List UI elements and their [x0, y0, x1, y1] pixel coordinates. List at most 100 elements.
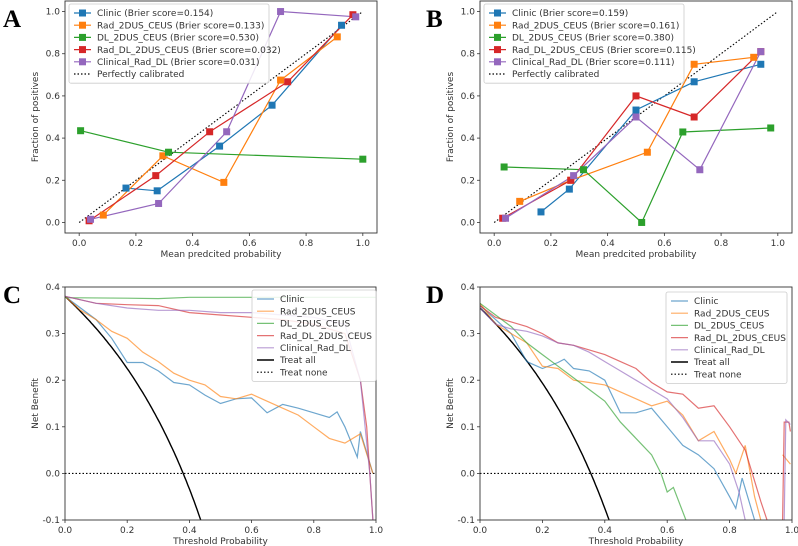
data-point-clinic — [122, 184, 130, 192]
data-point-rad-2dus-ceus — [750, 53, 758, 61]
legend-box — [483, 3, 685, 84]
data-point-dl-2dus-ceus — [679, 128, 687, 136]
legend-item: Treat none — [671, 370, 742, 380]
legend-label: Treat all — [279, 356, 316, 366]
axes-frame — [479, 0, 793, 234]
y-tick-label: 0.4 — [461, 283, 476, 293]
data-point-rad-dl-2dus-ceus — [206, 128, 214, 136]
data-point-clinical-rad-dl — [632, 113, 640, 121]
data-point-clinic — [268, 101, 276, 109]
legend-item: Rad_DL_2DUS_CEUS — [257, 332, 372, 342]
legend-marker — [79, 33, 86, 41]
x-tick-label: 0.0 — [487, 239, 502, 249]
data-point-clinical-rad-dl — [570, 172, 578, 180]
legend-box — [68, 3, 270, 84]
legend-label: Clinic (Brier score=0.159) — [512, 9, 628, 19]
y-axis-label: Fraction of positives — [446, 72, 456, 163]
treat-all-line — [65, 295, 202, 520]
legend-label: Clinical_Rad_DL (Brier score=0.031) — [97, 58, 260, 68]
x-tick-label: 1.0 — [785, 526, 798, 536]
legend: Clinic Rad_2DUS_CEUS DL_2DUS_CEUS Rad_DL_2D… — [665, 291, 788, 384]
data-point-clinic — [757, 60, 765, 68]
data-point-dl-2dus-ceus — [165, 148, 173, 156]
y-tick-label: 0.1 — [46, 423, 60, 433]
y-tick-label: 0.2 — [46, 376, 60, 386]
y-tick-label: 1.0 — [461, 8, 476, 18]
legend: Clinic Rad_2DUS_CEUS DL_2DUS_CEUS Rad_DL_2D… — [251, 289, 377, 382]
legend-item: DL_2DUS_CEUS (Brier score=0.530) — [74, 34, 259, 44]
data-point-rad-dl-2dus-ceus — [152, 172, 160, 180]
legend-item: Clinic — [671, 297, 718, 307]
x-axis-label: Mean predcited probability — [576, 250, 698, 260]
x-tick-label: 0.8 — [714, 239, 729, 249]
y-tick-label: 0.2 — [46, 176, 60, 186]
legend-item: Clinical_Rad_DL — [257, 344, 351, 354]
x-tick-label: 0.0 — [58, 526, 73, 536]
data-point-clinic — [216, 142, 224, 150]
legend-item: Rad_DL_2DUS_CEUS — [671, 334, 786, 344]
axes-frame — [64, 0, 378, 234]
x-tick-label: 1.0 — [356, 239, 371, 249]
legend-label: Rad_DL_2DUS_CEUS — [280, 332, 372, 342]
data-point-rad-2dus-ceus — [277, 76, 285, 84]
y-axis-label: Net Benefit — [446, 378, 456, 429]
x-tick-label: 0.0 — [473, 526, 488, 536]
legend-item: DL_2DUS_CEUS — [671, 322, 764, 332]
panel-letter: B — [426, 6, 443, 33]
legend-label: Rad_2DUS_CEUS (Brier score=0.161) — [512, 21, 679, 31]
legend-item: Clinical_Rad_DL (Brier score=0.031) — [74, 58, 260, 68]
y-tick-label: 0.4 — [46, 134, 61, 144]
panel-letter: C — [3, 282, 21, 309]
panel-c: C0.0 0.2 0.4 0.6 0.8 1.0-0.10.00.10.20.30.4Th… — [3, 282, 383, 546]
x-axis-label: Mean predcited probability — [161, 250, 283, 260]
x-tick-label: 0.4 — [600, 239, 615, 249]
data-point-rad-2dus-ceus — [99, 211, 107, 219]
legend-label: Rad_DL_2DUS_CEUS (Brier score=0.032) — [97, 46, 281, 56]
legend-label: Treat none — [693, 370, 742, 380]
panel-d: D0.0 0.2 0.4 0.6 0.8 1.0-0.10.00.10.20.30.4Th… — [426, 282, 798, 546]
data-point-clinic — [338, 21, 346, 29]
panel-a: A 0.0 0.2 0.4 0.6 0.8 1.0 0.0 0.2 0.4 0.6 0.8 1.0 Mea… — [3, 0, 378, 260]
legend: Clinic (Brier score=0.154) Rad_2DUS_CEUS … — [68, 3, 281, 84]
legend-item: Rad_2DUS_CEUS — [671, 309, 770, 319]
data-point-rad-dl-2dus-ceus — [690, 113, 698, 121]
y-tick-label: 0.6 — [46, 92, 61, 102]
y-tick-label: 0.0 — [46, 469, 61, 479]
y-tick-label: 0.1 — [461, 423, 475, 433]
data-point-clinic — [537, 208, 545, 216]
data-point-clinic — [690, 78, 698, 86]
x-axis-label: Threshold Probability — [172, 537, 268, 546]
legend-label: Treat none — [279, 368, 328, 378]
legend-item: Treat all — [671, 358, 730, 368]
data-point-rad-2dus-ceus — [690, 60, 698, 68]
data-point-dl-2dus-ceus — [767, 124, 775, 132]
y-axis-label: Net Benefit — [31, 378, 41, 429]
x-tick-label: 0.6 — [242, 239, 257, 249]
legend-box — [251, 289, 377, 382]
legend-label: Clinical_Rad_DL — [280, 344, 351, 354]
legend: Clinic (Brier score=0.159) Rad_2DUS_CEUS … — [483, 3, 696, 84]
x-tick-label: 0.8 — [307, 526, 322, 536]
y-tick-label: -0.1 — [457, 516, 475, 526]
legend-label: Treat all — [693, 358, 730, 368]
legend-marker — [79, 46, 86, 54]
y-tick-label: 0.2 — [461, 376, 475, 386]
data-point-rad-2dus-ceus — [159, 152, 167, 160]
legend-item: Clinical_Rad_DL — [671, 346, 765, 356]
x-tick-label: 0.2 — [535, 526, 549, 536]
x-axis-label: Threshold Probability — [588, 537, 684, 546]
legend-item: Rad_2DUS_CEUS — [257, 307, 356, 317]
data-point-clinical-rad-dl — [87, 215, 95, 223]
legend-item: Rad_2DUS_CEUS (Brier score=0.133) — [74, 21, 264, 31]
y-tick-label: 0.4 — [46, 283, 61, 293]
perfectly-calibrated-line — [78, 11, 364, 223]
x-tick-label: 0.6 — [657, 239, 672, 249]
data-point-rad-dl-2dus-ceus — [632, 92, 640, 100]
legend-label: Clinic (Brier score=0.154) — [97, 9, 213, 19]
x-tick-label: 0.2 — [120, 526, 134, 536]
data-point-clinical-rad-dl — [696, 166, 704, 174]
legend-marker — [494, 33, 501, 41]
y-tick-label: 0.0 — [46, 218, 61, 228]
axes-frame — [64, 286, 377, 521]
